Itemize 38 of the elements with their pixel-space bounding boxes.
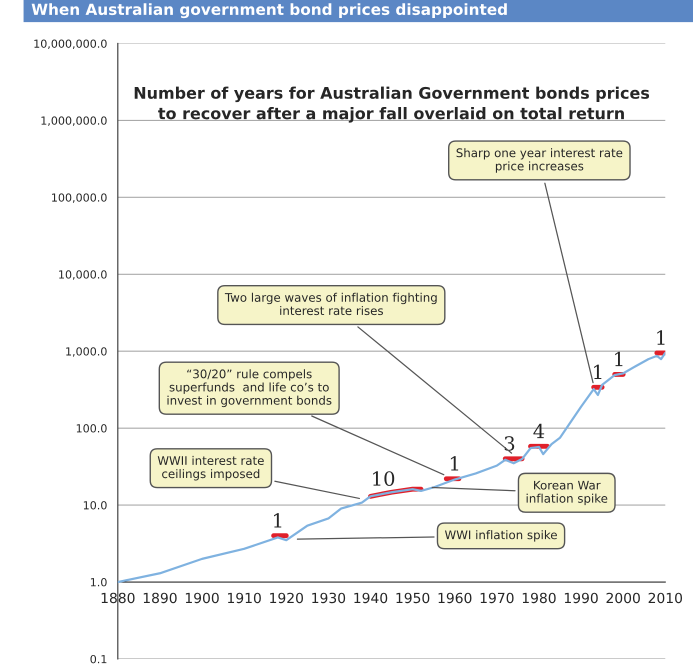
x-tick-label: 1910	[228, 592, 261, 604]
y-tick-label: 1,000,000.0	[41, 116, 107, 126]
x-tick-label: 1930	[312, 592, 346, 604]
x-tick-label: 1900	[186, 592, 219, 604]
annotation: WWII interest rate ceilings imposed	[158, 456, 264, 480]
x-tick-label: 1990	[564, 592, 598, 604]
x-tick-label: 1890	[144, 592, 177, 604]
y-tick-label: 10,000.0	[59, 270, 107, 280]
x-tick-label: 1960	[438, 592, 472, 604]
annotation: Korean War inflation spike	[526, 480, 608, 506]
annotation: 4	[533, 424, 544, 438]
x-tick-label: 2000	[606, 592, 640, 604]
annotation: WWI inflation spike	[444, 530, 557, 542]
annotation: “30/20” rule compels superfunds and life co’s to invest in government bonds	[168, 369, 332, 408]
annotation: 10	[373, 471, 394, 486]
y-tick-label: 1.0	[90, 578, 107, 586]
annotation: 1	[594, 364, 602, 380]
annotation: Sharp one year interest rate price increases	[456, 148, 622, 173]
annotation: 1	[657, 330, 664, 345]
x-tick-label: 2010	[648, 592, 682, 604]
y-tick-label: 1,000.0	[66, 347, 107, 357]
y-tick-label: 100.0	[76, 424, 107, 433]
y-tick-label: 10,000,000.0	[34, 39, 107, 49]
chart-title: When Australian government bond prices disappointed	[32, 3, 507, 18]
annotation: 1	[615, 352, 622, 366]
y-tick-label: 100,000.0	[52, 193, 107, 203]
y-tick-label: 0.1	[90, 654, 106, 664]
x-tick-label: 1950	[396, 592, 430, 604]
x-tick-label: 1980	[522, 592, 556, 604]
text: Number of years for Australian Government bonds prices to recover after a major fall overlaid on total return	[134, 86, 650, 123]
x-tick-label: 1970	[480, 592, 514, 604]
annotation: 1	[450, 456, 458, 471]
annotation: 1	[274, 513, 282, 528]
annotation: Two large waves of inflation fighting interest rate rises	[224, 292, 437, 316]
x-tick-label: 1940	[354, 592, 388, 604]
y-tick-label: 10.0	[84, 501, 107, 510]
line-series	[118, 352, 666, 584]
x-tick-label: 1920	[270, 592, 304, 604]
